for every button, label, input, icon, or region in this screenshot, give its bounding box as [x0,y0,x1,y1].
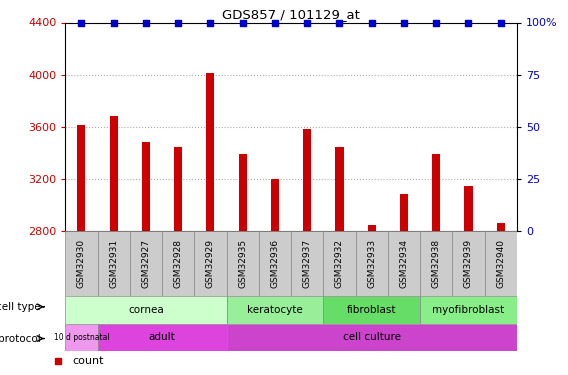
Point [77,20,86,26]
Point [270,20,279,26]
FancyBboxPatch shape [65,296,227,324]
Text: GSM32928: GSM32928 [174,239,183,288]
Text: GSM32932: GSM32932 [335,239,344,288]
Text: GSM32929: GSM32929 [206,239,215,288]
Text: fibroblast: fibroblast [347,305,396,315]
Text: cell culture: cell culture [343,332,401,342]
Text: GSM32936: GSM32936 [270,239,279,288]
FancyBboxPatch shape [65,231,98,296]
FancyBboxPatch shape [259,231,291,296]
Point [303,20,312,26]
Point [432,20,441,26]
Text: GSM32937: GSM32937 [303,239,312,288]
FancyBboxPatch shape [356,231,388,296]
Bar [206,73,215,231]
FancyBboxPatch shape [452,231,485,296]
FancyBboxPatch shape [227,324,517,351]
Text: GSM32938: GSM32938 [432,239,441,288]
Title: GDS857 / 101129_at: GDS857 / 101129_at [222,8,360,21]
Bar [239,154,247,231]
FancyBboxPatch shape [162,231,194,296]
Point [174,20,183,26]
FancyBboxPatch shape [98,324,227,351]
Text: GSM32939: GSM32939 [464,239,473,288]
FancyBboxPatch shape [420,231,452,296]
Bar [400,194,408,231]
FancyBboxPatch shape [388,231,420,296]
Bar [497,223,505,231]
Point [53,358,62,364]
Bar [336,147,344,231]
Point [109,20,118,26]
Bar [174,147,182,231]
Point [335,20,344,26]
Text: GSM32927: GSM32927 [141,239,151,288]
Bar [142,142,150,231]
Point [496,20,506,26]
Bar [271,179,279,231]
Point [206,20,215,26]
Bar [432,154,440,231]
FancyBboxPatch shape [420,296,517,324]
Bar [77,125,85,231]
Text: keratocyte: keratocyte [247,305,303,315]
Text: GSM32934: GSM32934 [399,239,408,288]
FancyBboxPatch shape [291,231,323,296]
Text: cell type: cell type [0,302,40,312]
Point [238,20,247,26]
Text: GSM32935: GSM32935 [238,239,247,288]
Text: protocol: protocol [0,333,40,344]
Text: 10 d postnatal: 10 d postnatal [53,333,109,342]
Bar [110,116,118,231]
Text: myofibroblast: myofibroblast [432,305,504,315]
Text: adult: adult [149,332,176,342]
Point [367,20,376,26]
FancyBboxPatch shape [130,231,162,296]
FancyBboxPatch shape [194,231,227,296]
FancyBboxPatch shape [485,231,517,296]
Text: count: count [72,356,103,366]
Point [141,20,151,26]
Bar [367,225,376,231]
Text: GSM32940: GSM32940 [496,239,506,288]
FancyBboxPatch shape [98,231,130,296]
Point [399,20,408,26]
Text: GSM32933: GSM32933 [367,239,376,288]
Text: GSM32931: GSM32931 [109,239,118,288]
Text: GSM32930: GSM32930 [77,239,86,288]
Point [464,20,473,26]
FancyBboxPatch shape [323,296,420,324]
FancyBboxPatch shape [227,231,259,296]
Text: cornea: cornea [128,305,164,315]
FancyBboxPatch shape [227,296,323,324]
FancyBboxPatch shape [323,231,356,296]
Bar [303,129,311,231]
Bar [465,186,473,231]
FancyBboxPatch shape [65,324,98,351]
